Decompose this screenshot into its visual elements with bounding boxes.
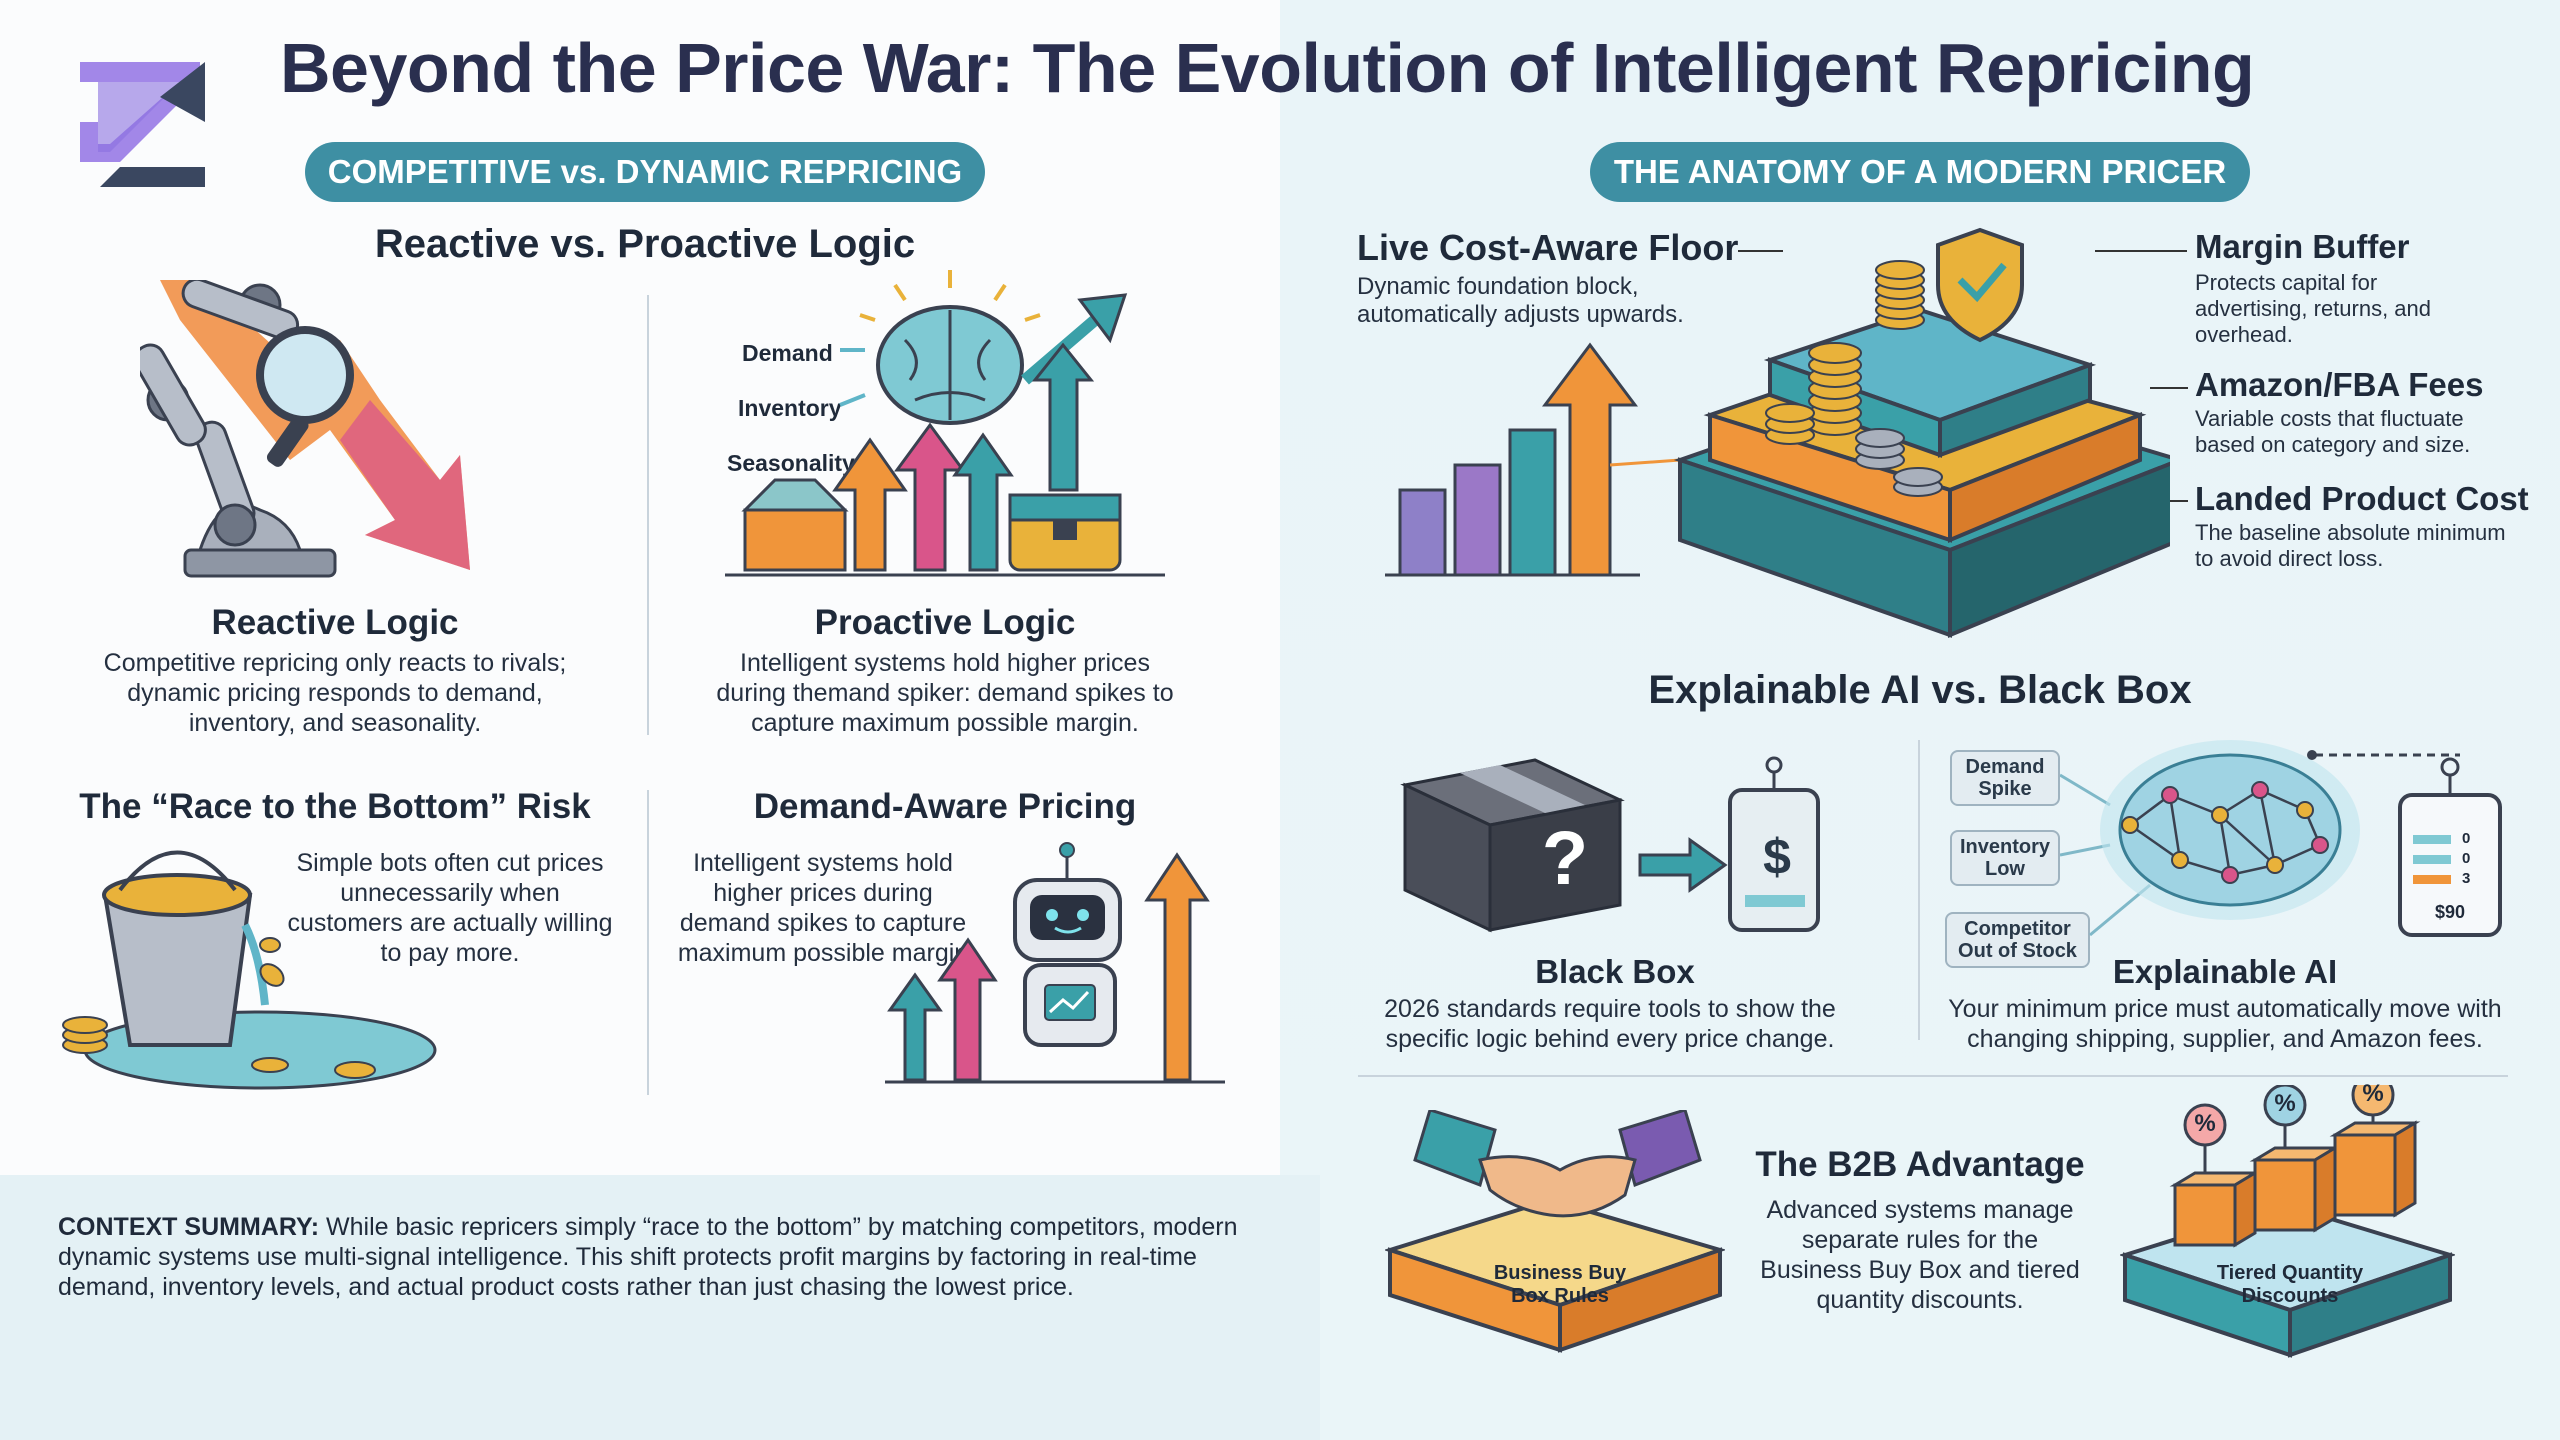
percent-badge-1: %	[2194, 1110, 2216, 1137]
tag-row-2: 0	[2462, 850, 2471, 867]
reactive-logic-title: Reactive Logic	[211, 603, 459, 642]
divider	[1918, 740, 1920, 1040]
robot-arm-magnifier-icon	[140, 280, 470, 578]
leader-line	[2150, 387, 2188, 389]
right-section-pill: THE ANATOMY OF A MODERN PRICER	[1590, 142, 2250, 202]
summary-label: CONTEXT SUMMARY:	[58, 1213, 320, 1241]
landed-cost-text: The baseline absolute minimum to avoid d…	[2195, 520, 2506, 571]
signal-seasonality: Seasonality	[727, 450, 855, 476]
logo-icon	[80, 62, 205, 187]
landed-cost-title: Landed Product Cost	[2195, 480, 2529, 517]
proactive-logic-title: Proactive Logic	[814, 603, 1076, 642]
demand-aware-text: Intelligent systems hold higher prices d…	[677, 849, 969, 967]
page-title: Beyond the Price War: The Evolution of I…	[280, 29, 2255, 107]
divider	[1358, 1075, 2508, 1077]
signal-inventory: Inventory	[738, 395, 842, 421]
leaky-bucket-icon	[62, 850, 437, 1090]
left-section-pill: COMPETITIVE vs. DYNAMIC REPRICING	[305, 142, 985, 202]
explainable-price-tag-icon	[2398, 757, 2502, 937]
percent-badge-2: %	[2274, 1090, 2296, 1117]
summary-panel-bg	[0, 1175, 1320, 1440]
leader-line	[2095, 250, 2187, 252]
explainable-ai-text: Your minimum price must automatically mo…	[1948, 995, 2502, 1053]
robot-growth-icon	[885, 842, 1225, 1084]
b2b-text: Advanced systems manage separate rules f…	[1760, 1196, 2080, 1314]
race-to-bottom-title: The “Race to the Bottom” Risk	[79, 787, 591, 826]
fba-fees-text: Variable costs that fluctuate based on c…	[2195, 406, 2471, 457]
demand-aware-title: Demand-Aware Pricing	[753, 787, 1137, 826]
business-buy-box-label: Business Buy Box Rules	[1493, 1262, 1627, 1307]
input-inventory-low: Inventory Low	[1950, 830, 2060, 886]
divider	[647, 790, 649, 1095]
summary-text: While basic repricers simply “race to th…	[58, 1213, 1238, 1301]
floor-title: Live Cost-Aware Floor	[1357, 227, 1739, 268]
context-summary: CONTEXT SUMMARY: While basic repricers s…	[58, 1212, 1258, 1302]
floor-text: Dynamic foundation block, automatically …	[1357, 273, 1684, 328]
tag-price: $90	[2434, 902, 2466, 922]
explainable-ai-title: Explainable AI	[2112, 953, 2338, 990]
leader-line	[1738, 250, 1783, 252]
price-tag-symbol: $	[1763, 829, 1791, 885]
black-box-icon	[1400, 756, 1820, 933]
proactive-logic-text: Intelligent systems hold higher prices d…	[716, 649, 1174, 737]
race-to-bottom-text: Simple bots often cut prices unnecessari…	[287, 849, 613, 967]
divider	[647, 295, 649, 735]
fba-fees-title: Amazon/FBA Fees	[2195, 366, 2484, 403]
b2b-title: The B2B Advantage	[1755, 1145, 2085, 1184]
tiered-discounts-label: Tiered Quantity Discounts	[2216, 1262, 2364, 1307]
pricer-layers-icon	[1385, 227, 2170, 638]
explainable-brain-icon	[2060, 740, 2460, 937]
tiered-boxes-icon	[2120, 1085, 2455, 1358]
xai-section-title: Explainable AI vs. Black Box	[1648, 668, 2192, 712]
margin-buffer-text: Protects capital for advertising, return…	[2195, 270, 2432, 347]
signal-demand: Demand	[742, 340, 833, 366]
question-mark: ?	[1541, 816, 1589, 901]
brain-growth-icon	[725, 270, 1165, 577]
reactive-logic-text: Competitive repricing only reacts to riv…	[103, 649, 567, 737]
percent-badge-3: %	[2362, 1080, 2384, 1107]
margin-buffer-title: Margin Buffer	[2195, 228, 2410, 265]
leader-line	[2155, 500, 2188, 502]
input-demand-spike: Demand Spike	[1950, 750, 2060, 806]
tag-row-3: 3	[2462, 870, 2471, 887]
black-box-text: 2026 standards require tools to show the…	[1384, 995, 1836, 1053]
input-competitor-oos: Competitor Out of Stock	[1945, 912, 2090, 968]
black-box-title: Black Box	[1535, 953, 1695, 990]
tag-row-1: 0	[2462, 830, 2471, 847]
handshake-box-icon	[1385, 1110, 1725, 1353]
reactive-proactive-title: Reactive vs. Proactive Logic	[374, 222, 916, 266]
